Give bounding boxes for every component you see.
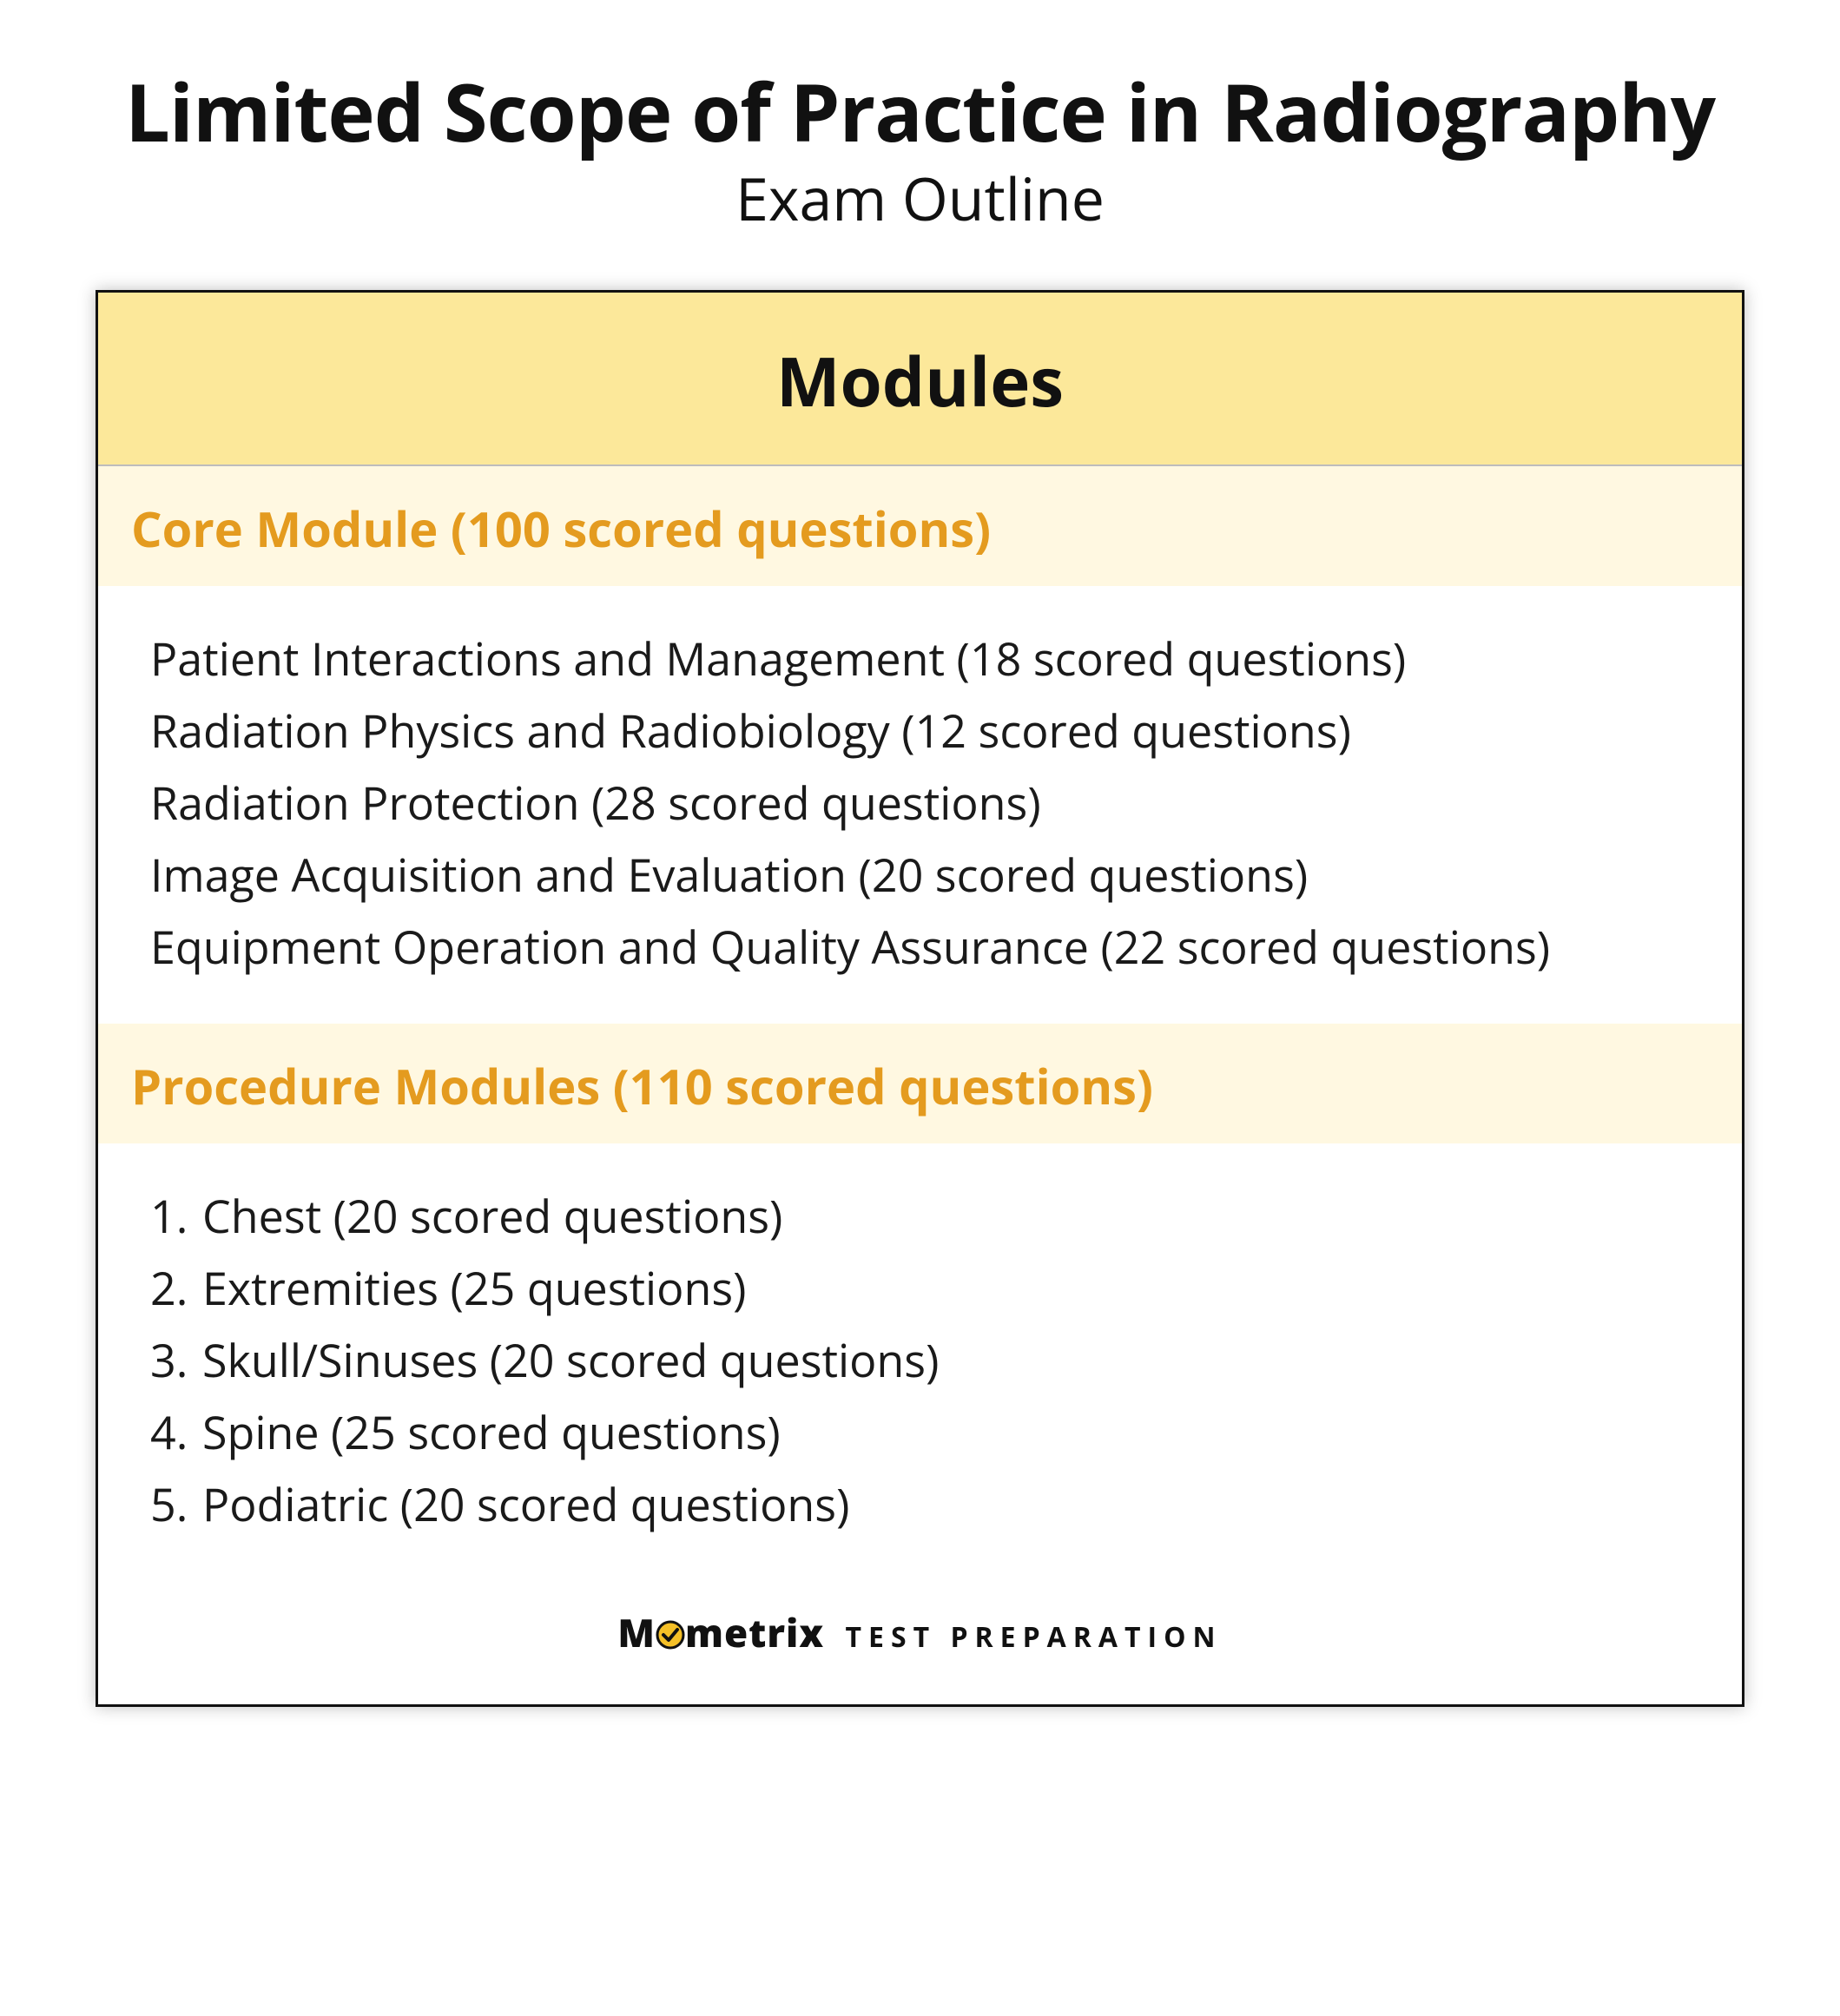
list-item: Radiation Protection (28 scored question…	[150, 767, 1690, 839]
list-item-label: Spine (25 scored questions)	[202, 1396, 781, 1468]
brand-name: Mmetrix	[617, 1606, 834, 1658]
brand-letter-m: M	[617, 1606, 656, 1658]
checkmark-circle-icon	[656, 1609, 685, 1661]
list-item-label: Podiatric (20 scored questions)	[202, 1468, 849, 1540]
list-number: 5.	[150, 1468, 202, 1540]
procedure-module-items: 1. Chest (20 scored questions) 2. Extrem…	[98, 1143, 1742, 1581]
list-item: Equipment Operation and Quality Assuranc…	[150, 911, 1690, 983]
list-number: 3.	[150, 1324, 202, 1396]
list-item: Patient Interactions and Management (18 …	[150, 623, 1690, 695]
modules-header: Modules	[98, 293, 1742, 466]
brand-suffix: metrix	[685, 1606, 824, 1658]
section-header-procedure: Procedure Modules (110 scored questions)	[98, 1024, 1742, 1143]
outline-card: Modules Core Module (100 scored question…	[96, 290, 1744, 1708]
page-subtitle: Exam Outline	[96, 157, 1744, 238]
section-header-core: Core Module (100 scored questions)	[98, 466, 1742, 586]
list-item: Radiation Physics and Radiobiology (12 s…	[150, 695, 1690, 767]
brand-tagline: TEST PREPARATION	[846, 1618, 1223, 1656]
list-item: 2. Extremities (25 questions)	[150, 1252, 1690, 1324]
list-item: Image Acquisition and Evaluation (20 sco…	[150, 839, 1690, 911]
list-item-label: Extremities (25 questions)	[202, 1252, 746, 1324]
list-item: 5. Podiatric (20 scored questions)	[150, 1468, 1690, 1540]
list-item: 3. Skull/Sinuses (20 scored questions)	[150, 1324, 1690, 1396]
list-number: 2.	[150, 1252, 202, 1324]
list-item-label: Chest (20 scored questions)	[202, 1180, 782, 1252]
list-item-label: Skull/Sinuses (20 scored questions)	[202, 1324, 939, 1396]
page-title: Limited Scope of Practice in Radiography	[96, 69, 1744, 154]
list-item: 1. Chest (20 scored questions)	[150, 1180, 1690, 1252]
footer: Mmetrix TEST PREPARATION	[98, 1580, 1742, 1704]
core-module-items: Patient Interactions and Management (18 …	[98, 586, 1742, 1024]
list-number: 1.	[150, 1180, 202, 1252]
list-item: 4. Spine (25 scored questions)	[150, 1396, 1690, 1468]
list-number: 4.	[150, 1396, 202, 1468]
page: Limited Scope of Practice in Radiography…	[0, 0, 1840, 1811]
